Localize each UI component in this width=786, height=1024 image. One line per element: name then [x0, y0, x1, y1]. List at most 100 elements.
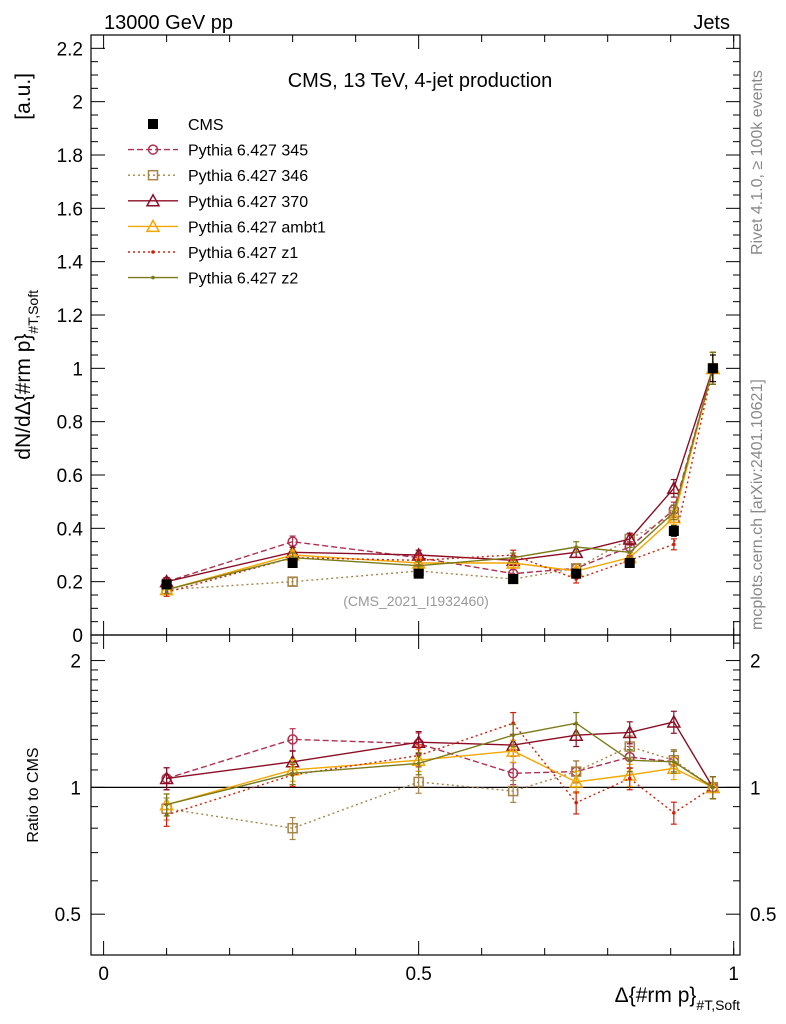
series-point-5: [511, 555, 515, 560]
ratio-point-2: [159, 770, 174, 785]
ratio-point-5: [627, 758, 632, 763]
chart-title: CMS, 13 TeV, 4-jet production: [288, 70, 553, 92]
ratio-line-0: [166, 738, 714, 788]
ratio-point-5: [290, 771, 295, 776]
ratio-tick-label-right: 2: [750, 652, 761, 673]
y-tick-label: 2: [72, 93, 83, 114]
legend-marker-1: [147, 169, 159, 181]
ratio-plot-area: [159, 710, 721, 841]
series-point-5: [416, 563, 421, 568]
series-line-2: [166, 368, 714, 583]
legend-label-1: Pythia 6.427 346: [188, 168, 308, 185]
ratio-point-2: [622, 724, 637, 739]
header-right-label: Jets: [693, 12, 730, 34]
ratio-line-3: [166, 750, 714, 806]
header-left-label: 13000 GeV pp: [104, 12, 233, 34]
ratio-point-4: [574, 800, 578, 805]
analysis-label: (CMS_2021_I1932460): [343, 593, 489, 609]
ratio-tick-label: 1: [70, 778, 81, 799]
y-tick-label: 1.8: [57, 146, 83, 167]
ratio-point-5: [164, 802, 169, 807]
legend-marker-0: [147, 144, 159, 155]
ratio-point-3: [505, 743, 521, 757]
ratio-line-4: [166, 722, 714, 816]
series-point-2: [666, 480, 682, 495]
legend-marker-5: [151, 275, 155, 280]
ratio-tick-label: 2: [70, 652, 81, 673]
legend-marker-2: [145, 193, 161, 207]
data-point: [287, 558, 298, 568]
ratio-point-5: [711, 785, 715, 790]
series-point-5: [627, 550, 632, 555]
x-axis-label: Δ{#rm p}#T,Soft: [615, 984, 740, 1013]
legend-marker-data: [148, 119, 158, 129]
series-point-1: [287, 576, 298, 587]
series-point-5: [574, 545, 578, 549]
ratio-line-2: [166, 721, 714, 788]
y-tick-label: 0.8: [57, 413, 83, 434]
ratio-point-1: [413, 776, 424, 788]
legend-label-4: Pythia 6.427 z1: [188, 245, 298, 262]
ratio-tick-label: 0.5: [55, 905, 81, 926]
ratio-point-1: [507, 785, 519, 797]
x-tick-label: 0.5: [405, 964, 431, 985]
y-tick-label: 1.2: [57, 306, 83, 327]
ratio-point-4: [627, 776, 632, 781]
ratio-point-2: [666, 714, 682, 728]
ratio-tick-label-right: 0.5: [750, 905, 776, 926]
ratio-point-0: [287, 734, 298, 745]
legend-marker-3: [145, 218, 161, 233]
data-point: [707, 363, 718, 374]
data-point: [413, 568, 424, 579]
x-tick-label: 0: [98, 964, 109, 985]
y-tick-label: 1: [72, 359, 83, 380]
legend-label-3: Pythia 6.427 ambt1: [188, 219, 326, 236]
data-point: [161, 579, 172, 590]
legend-label-0: Pythia 6.427 345: [188, 143, 308, 160]
series-point-3: [666, 510, 682, 524]
y-tick-label: 0.6: [57, 466, 83, 487]
data-point: [668, 526, 679, 536]
series-line-0: [166, 368, 714, 583]
ratio-point-5: [416, 761, 421, 766]
main-plot-area: [159, 351, 721, 597]
ratio-panel-frame: [90, 634, 741, 956]
side-mcplots-label: mcplots.cern.ch [arXiv:2401.10621]: [749, 379, 766, 630]
y-axis-label-group: dN/dΔ{#rm p}#T,Soft [a.u.]: [12, 73, 41, 460]
series-line-4: [166, 368, 714, 594]
y-axis-unit: [a.u.]: [12, 73, 35, 120]
y-tick-label: 1.6: [57, 199, 83, 220]
legend-marker-4: [151, 250, 155, 254]
legend-label-2: Pythia 6.427 370: [188, 194, 308, 211]
ratio-point-5: [511, 733, 515, 738]
x-tick-label: 1: [728, 964, 739, 985]
series-point-2: [622, 531, 637, 545]
data-point: [571, 568, 582, 579]
side-rivet-label: Rivet 4.1.0, ≥ 100k events: [749, 70, 766, 255]
data-point: [508, 574, 519, 584]
y-tick-label: 0.2: [57, 573, 83, 594]
main-y-axis: 0 0.2 0.4 0.6 0.8 1 1.2 1.4 1.6 1.8 2 2.2: [57, 39, 740, 647]
legend: CMS Pythia 6.427 345 Pythia 6.427 346 Pythi…: [128, 117, 326, 288]
ratio-point-5: [672, 760, 676, 764]
series-line-5: [166, 368, 714, 591]
ratio-point-5: [574, 721, 578, 726]
series-point-4: [672, 542, 676, 547]
ratio-axis-label: Ratio to CMS: [25, 747, 42, 842]
series-point-5: [672, 510, 676, 515]
legend-label-data: CMS: [188, 117, 224, 134]
ratio-point-1: [287, 822, 298, 834]
y-tick-label: 0: [72, 626, 83, 647]
ratio-point-4: [672, 811, 676, 815]
ratio-point-0: [507, 768, 519, 779]
ratio-line-5: [166, 722, 714, 806]
ratio-point-3: [568, 774, 584, 788]
y-tick-label: 2.2: [57, 39, 83, 60]
ratio-line-1: [166, 745, 714, 829]
legend-label-5: Pythia 6.427 z2: [188, 271, 298, 288]
ratio-y-axis: 0.5 0.5 1 1 2 2: [55, 642, 776, 926]
y-tick-label: 0.4: [57, 519, 84, 540]
y-tick-label: 1.4: [57, 253, 84, 274]
ratio-tick-label-right: 1: [750, 778, 761, 799]
